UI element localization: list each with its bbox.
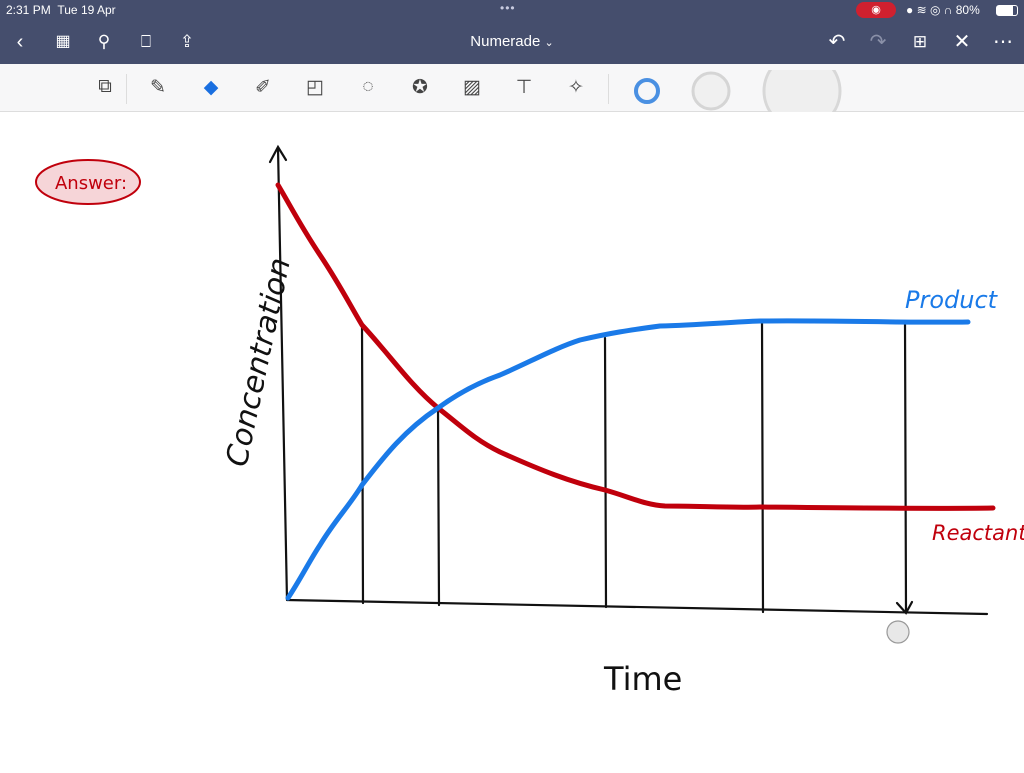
note-page[interactable]: Answer: Concentration Time Product React… [0,112,1024,768]
eraser-size-large[interactable] [762,70,842,112]
status-time: 2:31 PM Tue 19 Apr [6,3,116,17]
tool-bar: ⧉ ✎ ◆ ✐ ◰ ◌ ✪ ▨ ⊤ ✧ [0,64,1024,112]
eraser-size-options [634,70,842,112]
eraser-size-medium[interactable] [691,71,731,111]
status-bar: 2:31 PM Tue 19 Apr ••• ◉ ● ≋ ◎ ∩ 80% [0,0,1024,22]
reactant-label: Reactant [932,521,1024,545]
pen-icon[interactable]: ✎ [150,77,166,98]
status-icons: ● ≋ ◎ ∩ 80% [906,3,980,17]
battery-percent: 80% [955,3,980,17]
more-icon[interactable]: ⋯ [993,31,1013,53]
time-marker-line [360,323,365,605]
y-axis-arrowhead [268,144,288,164]
battery-icon [996,5,1018,16]
time-marker-line [603,336,608,609]
sticker-icon[interactable]: ✪ [412,77,428,98]
wifi-icon: ● ≋ ◎ ∩ [906,3,956,17]
highlighter-icon[interactable]: ✐ [255,77,271,98]
x-axis-label: Time [603,660,682,698]
redo-icon[interactable]: ↷ [869,31,887,53]
bookmark-icon[interactable]: ⎕ [140,32,152,51]
time-marker-line [436,406,441,607]
multitasking-dots[interactable]: ••• [500,1,516,15]
thumbnails-icon[interactable]: ▦ [55,33,71,50]
marker-arrowhead [895,600,914,615]
undo-icon[interactable]: ↶ [828,31,846,53]
screen-recording-icon[interactable]: ◉ [856,2,896,18]
document-title[interactable]: Numerade ⌄ [470,33,554,50]
answer-label: Answer: [55,173,127,194]
x-axis [285,598,989,616]
laser-pointer-icon[interactable]: ✧ [568,77,584,98]
eraser-cursor [886,620,910,644]
time-marker-line [903,320,908,614]
image-icon[interactable]: ▨ [463,77,481,98]
search-icon[interactable]: ⚲ [97,32,111,51]
read-mode-icon[interactable]: ⧉ [98,76,112,97]
product-curve [285,318,971,601]
share-icon[interactable]: ⇪ [179,32,195,51]
time-marker-line [760,318,765,614]
nav-bar: ‹ ▦ ⚲ ⎕ ⇪ Numerade ⌄ ↶ ↷ ⊞ ✕ ⋯ [0,22,1024,64]
back-icon[interactable]: ‹ [16,31,24,53]
answer-badge [35,159,141,205]
y-axis-label: Concentration [220,255,298,470]
close-icon[interactable]: ✕ [953,31,971,53]
text-tool-icon[interactable]: ⊤ [515,77,533,98]
eraser-size-small[interactable] [634,78,660,104]
reactant-curve [275,182,996,511]
divider [126,74,127,104]
lasso-icon[interactable]: ◌ [362,76,374,97]
divider [608,74,609,104]
eraser-icon[interactable]: ◆ [203,77,219,98]
product-label: Product [905,286,999,314]
shapes-icon[interactable]: ◰ [306,77,324,98]
chevron-down-icon: ⌄ [544,37,554,49]
hand-drawn-graph: Answer: Concentration Time Product React… [35,144,1024,698]
y-axis [276,146,289,602]
add-page-icon[interactable]: ⊞ [912,32,928,51]
